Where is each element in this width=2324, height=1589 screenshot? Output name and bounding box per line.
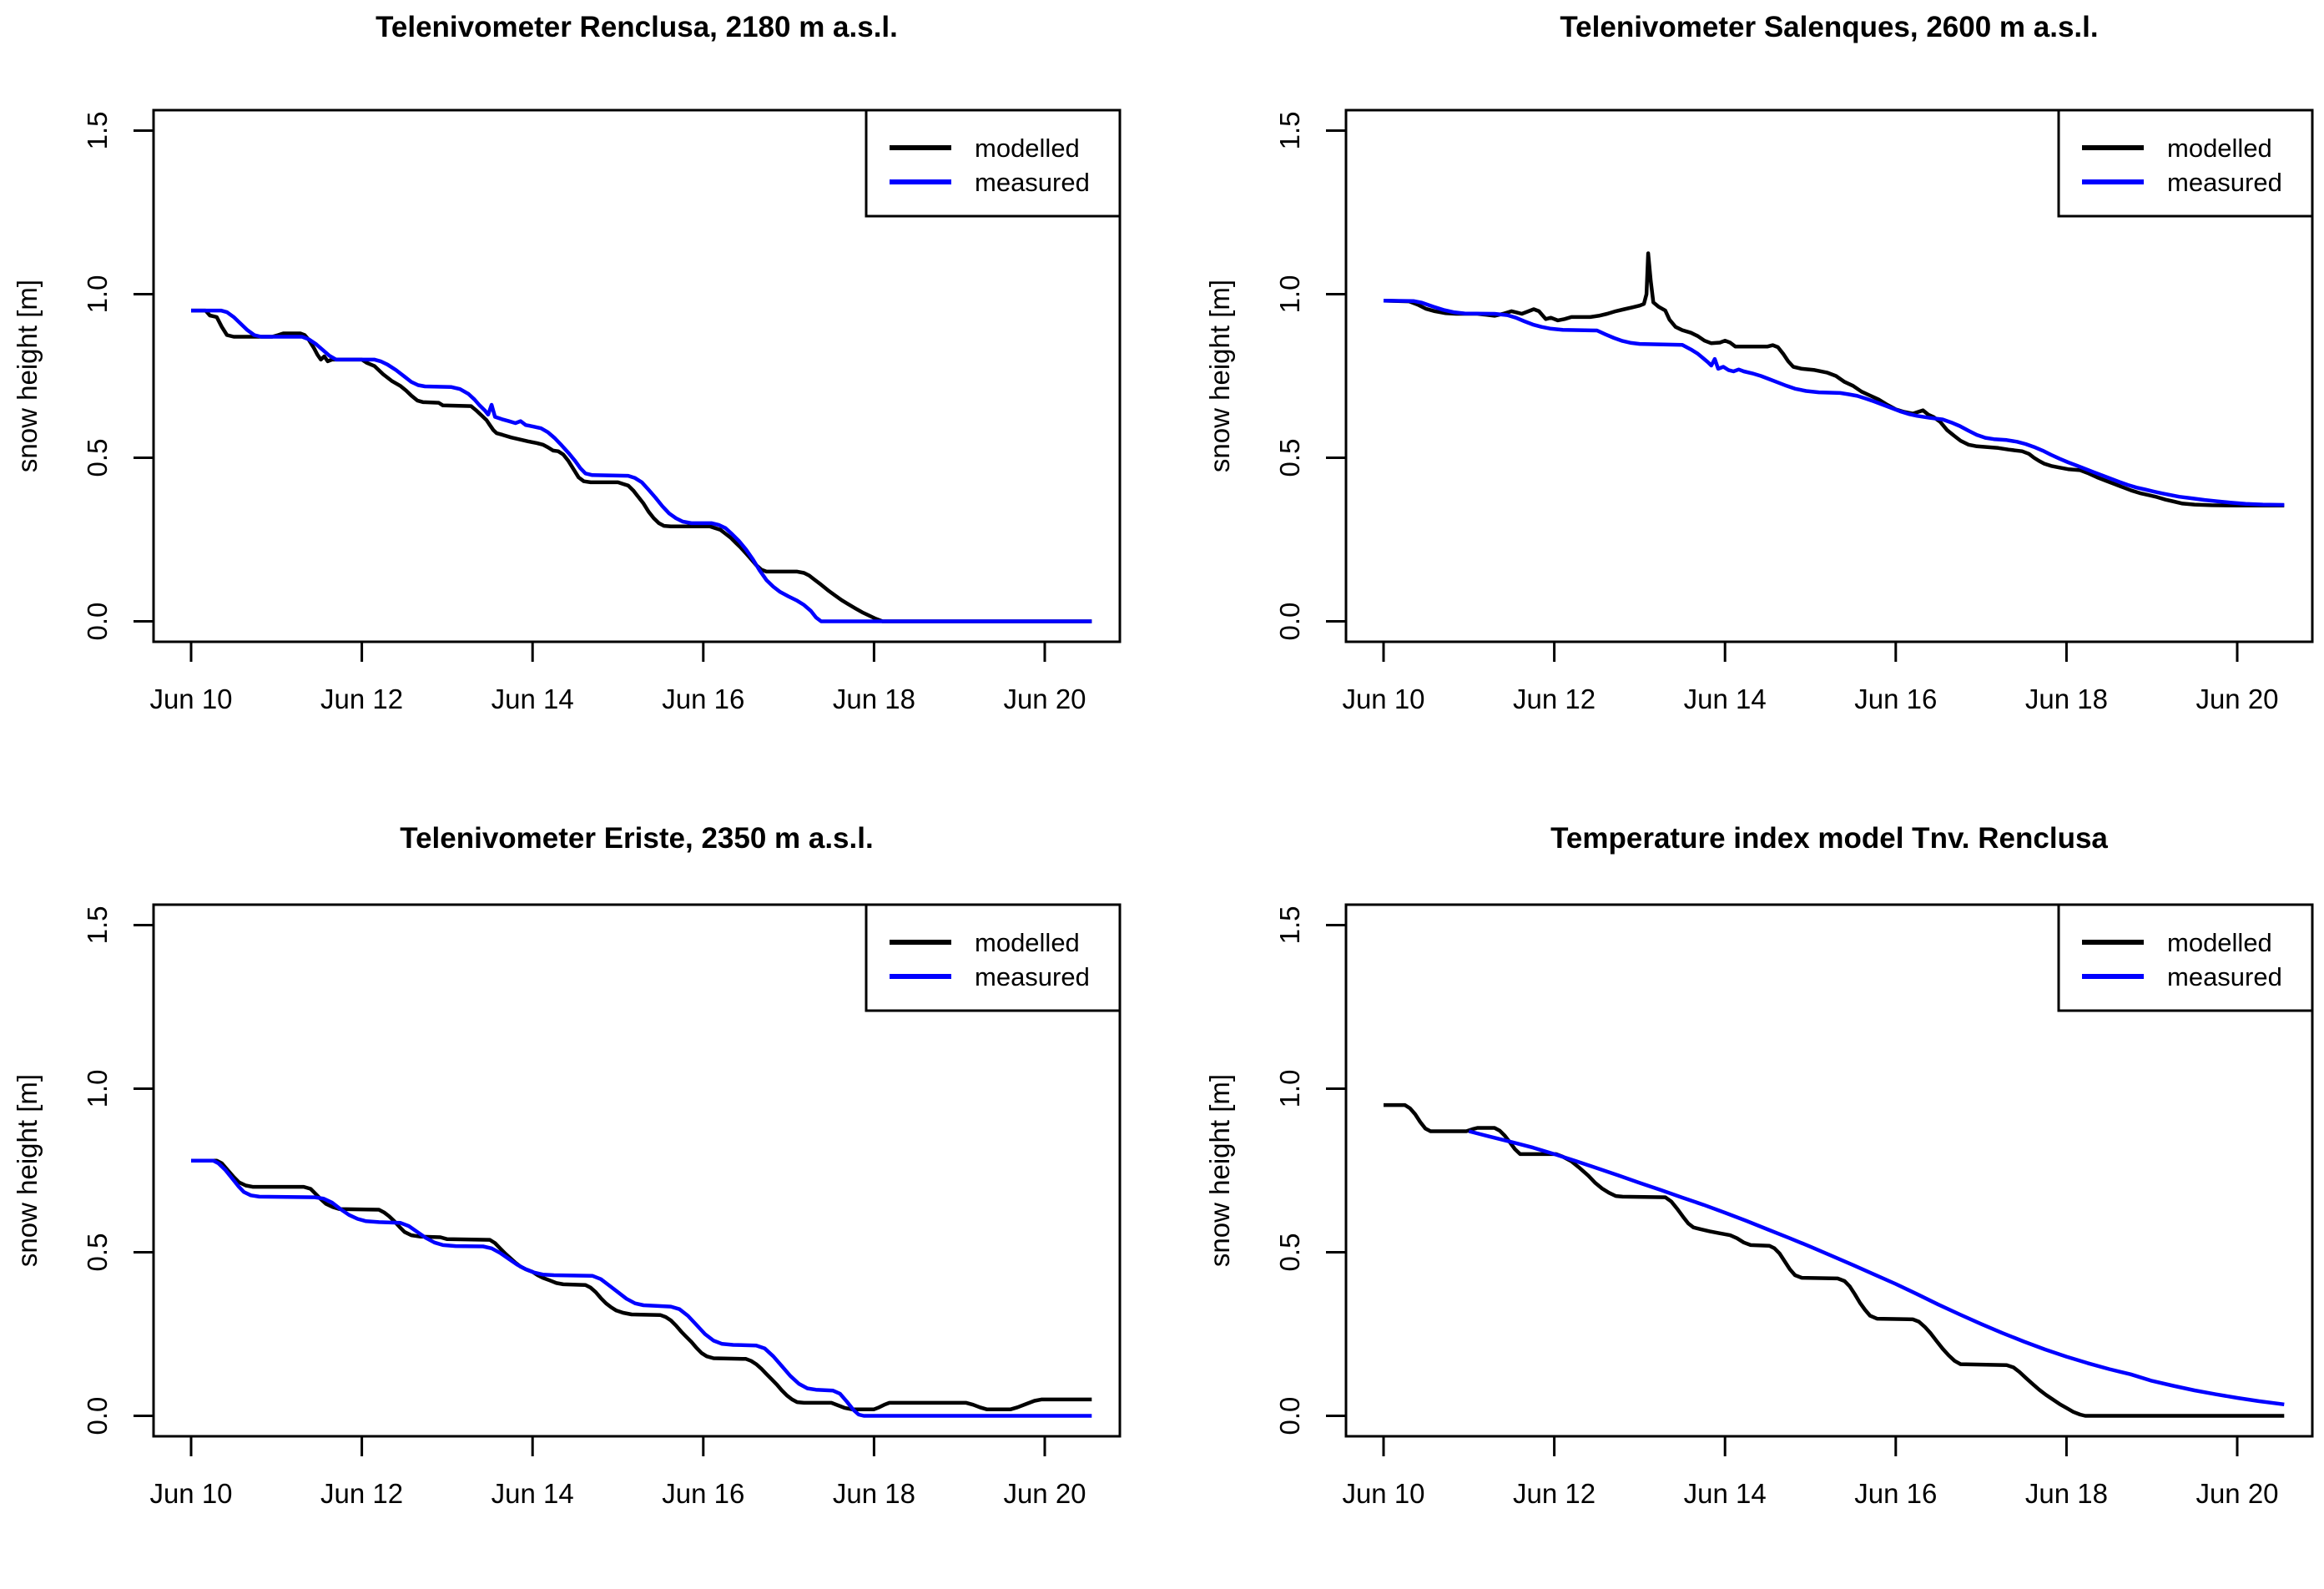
chart-title: Temperature index model Tnv. Renclusa	[1550, 822, 2108, 855]
x-tick-label: Jun 10	[149, 684, 232, 714]
y-tick-label: 0.0	[1274, 603, 1305, 641]
legend-box	[865, 108, 1122, 218]
x-tick-label: Jun 18	[2025, 1478, 2108, 1509]
x-tick-label: Jun 14	[1684, 684, 1767, 714]
x-tick-label: Jun 16	[662, 684, 744, 714]
panel-telenivometer-renclusa: Telenivometer Renclusa, 2180 m a.s.l. Jun…	[0, 0, 1162, 794]
legend-box	[865, 903, 1122, 1012]
x-tick-label: Jun 18	[2025, 684, 2108, 714]
y-tick-label: 0.5	[1274, 439, 1305, 477]
y-tick-label: 0.5	[82, 439, 113, 477]
x-tick-label: Jun 18	[833, 684, 915, 714]
plot-box	[152, 108, 1122, 643]
y-axis-title: snow height [m]	[12, 280, 43, 472]
series-line-modelled	[191, 308, 1092, 623]
y-axis-title: snow height [m]	[12, 1074, 43, 1267]
plot-box	[1344, 903, 2314, 1438]
x-tick-label: Jun 12	[1513, 684, 1596, 714]
legend-label-modelled: modelled	[2167, 928, 2272, 957]
y-tick-label: 1.5	[1274, 906, 1305, 945]
series-line-modelled	[1383, 251, 2285, 508]
legend-box	[2057, 108, 2314, 218]
x-tick-label: Jun 16	[662, 1478, 744, 1509]
chart-title: Telenivometer Eriste, 2350 m a.s.l.	[400, 822, 873, 855]
x-tick-label: Jun 10	[1342, 684, 1424, 714]
plot-box	[152, 903, 1122, 1438]
plot-box	[1344, 108, 2314, 643]
series-line-modelled	[191, 1158, 1092, 1411]
x-tick-label: Jun 10	[1342, 1478, 1424, 1509]
legend-box	[2057, 903, 2314, 1012]
y-tick-label: 1.5	[82, 906, 113, 945]
x-tick-label: Jun 12	[320, 684, 403, 714]
series-line-measured	[1383, 299, 2285, 507]
series-line-measured	[191, 1158, 1092, 1418]
y-tick-label: 0.5	[1274, 1233, 1305, 1272]
y-tick-label: 0.0	[1274, 1397, 1305, 1435]
x-tick-label: Jun 12	[320, 1478, 403, 1509]
panel-telenivometer-eriste: Telenivometer Eriste, 2350 m a.s.l. Jun 1…	[0, 794, 1162, 1589]
y-tick-label: 0.0	[82, 1397, 113, 1435]
x-tick-label: Jun 20	[1003, 684, 1086, 714]
y-tick-label: 0.5	[82, 1233, 113, 1272]
chart-svg: Telenivometer Salenques, 2600 m a.s.l. Ju…	[1204, 11, 2314, 714]
legend-label-measured: measured	[2167, 168, 2282, 197]
x-tick-label: Jun 14	[492, 684, 574, 714]
x-tick-label: Jun 20	[2195, 1478, 2278, 1509]
x-tick-label: Jun 20	[2195, 684, 2278, 714]
chart-title: Telenivometer Renclusa, 2180 m a.s.l.	[376, 11, 898, 43]
x-tick-label: Jun 14	[1684, 1478, 1767, 1509]
panel-temperature-index-model: Temperature index model Tnv. Renclusa Jun…	[1162, 794, 2324, 1589]
legend-label-measured: measured	[2167, 962, 2282, 991]
x-tick-label: Jun 16	[1854, 1478, 1937, 1509]
legend-label-modelled: modelled	[975, 134, 1080, 163]
y-tick-label: 1.0	[82, 275, 113, 314]
chart-svg: Temperature index model Tnv. Renclusa Jun…	[1204, 822, 2314, 1509]
legend-label-modelled: modelled	[2167, 134, 2272, 163]
y-axis-title: snow height [m]	[1204, 1074, 1235, 1267]
y-tick-label: 1.0	[82, 1070, 113, 1108]
chart-svg: Telenivometer Eriste, 2350 m a.s.l. Jun 1…	[12, 822, 1122, 1509]
series-line-modelled	[1384, 1102, 2285, 1418]
legend-label-measured: measured	[975, 168, 1090, 197]
x-tick-label: Jun 12	[1513, 1478, 1596, 1509]
legend-label-measured: measured	[975, 962, 1090, 991]
series-line-measured	[191, 308, 1092, 623]
y-tick-label: 0.0	[82, 603, 113, 641]
y-tick-label: 1.5	[82, 112, 113, 150]
y-tick-label: 1.5	[1274, 112, 1305, 150]
x-tick-label: Jun 10	[149, 1478, 232, 1509]
chart-svg: Telenivometer Renclusa, 2180 m a.s.l. Jun…	[12, 11, 1122, 714]
x-tick-label: Jun 18	[833, 1478, 915, 1509]
y-axis-title: snow height [m]	[1204, 280, 1235, 472]
panel-telenivometer-salenques: Telenivometer Salenques, 2600 m a.s.l. Ju…	[1162, 0, 2324, 794]
x-tick-label: Jun 20	[1003, 1478, 1086, 1509]
x-tick-label: Jun 16	[1854, 684, 1937, 714]
series-line-measured	[1468, 1129, 2285, 1407]
chart-title: Telenivometer Salenques, 2600 m a.s.l.	[1560, 11, 2098, 43]
x-tick-label: Jun 14	[492, 1478, 574, 1509]
legend-label-modelled: modelled	[975, 928, 1080, 957]
y-tick-label: 1.0	[1274, 1070, 1305, 1108]
y-tick-label: 1.0	[1274, 275, 1305, 314]
